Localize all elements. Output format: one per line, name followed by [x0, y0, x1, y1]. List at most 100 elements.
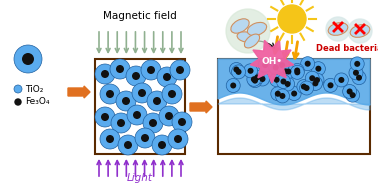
Circle shape [233, 67, 239, 73]
Circle shape [126, 66, 146, 86]
Circle shape [100, 84, 120, 104]
Circle shape [274, 77, 280, 83]
Circle shape [315, 66, 321, 72]
Polygon shape [250, 40, 294, 83]
Circle shape [247, 72, 261, 86]
Circle shape [300, 81, 314, 95]
Circle shape [252, 78, 258, 84]
Circle shape [132, 72, 140, 80]
Circle shape [285, 69, 291, 74]
Circle shape [258, 58, 272, 72]
Text: TiO₂: TiO₂ [25, 84, 43, 94]
Text: Dead bacteria: Dead bacteria [316, 44, 378, 53]
Circle shape [141, 134, 149, 142]
Circle shape [163, 73, 171, 81]
Circle shape [275, 91, 281, 97]
Circle shape [248, 74, 262, 88]
Circle shape [308, 76, 322, 90]
Circle shape [271, 87, 285, 101]
Circle shape [349, 66, 363, 80]
Circle shape [324, 78, 338, 92]
Circle shape [106, 90, 114, 98]
Circle shape [168, 90, 176, 98]
Circle shape [149, 119, 157, 127]
Circle shape [230, 83, 236, 88]
Circle shape [176, 66, 184, 74]
Text: Light: Light [127, 173, 153, 183]
Ellipse shape [237, 32, 255, 42]
Circle shape [157, 67, 177, 87]
Circle shape [260, 76, 265, 82]
Circle shape [314, 77, 320, 83]
Circle shape [127, 105, 147, 125]
Circle shape [291, 91, 297, 97]
Circle shape [280, 78, 287, 84]
Circle shape [294, 67, 300, 74]
Circle shape [243, 64, 257, 78]
Circle shape [141, 60, 161, 80]
Circle shape [178, 118, 186, 126]
Circle shape [276, 89, 290, 103]
Circle shape [294, 69, 300, 75]
Ellipse shape [231, 19, 249, 33]
Circle shape [270, 73, 284, 87]
Circle shape [135, 128, 155, 148]
Circle shape [174, 135, 182, 143]
Circle shape [279, 62, 285, 68]
Circle shape [152, 135, 172, 155]
Circle shape [14, 85, 22, 93]
Circle shape [309, 75, 315, 81]
FancyArrow shape [190, 101, 212, 113]
FancyArrow shape [68, 86, 90, 98]
Circle shape [248, 68, 254, 74]
Circle shape [226, 9, 270, 53]
Circle shape [352, 71, 366, 85]
Circle shape [172, 112, 192, 132]
Text: Fe₃O₄: Fe₃O₄ [25, 98, 50, 106]
Circle shape [310, 73, 324, 87]
Circle shape [250, 70, 264, 84]
Circle shape [256, 72, 270, 86]
Circle shape [14, 45, 42, 73]
Bar [95, 59, 185, 154]
Circle shape [124, 141, 132, 149]
Circle shape [15, 99, 21, 105]
Circle shape [117, 119, 125, 127]
Circle shape [147, 66, 155, 74]
Circle shape [290, 65, 304, 79]
Circle shape [111, 113, 131, 133]
Circle shape [106, 135, 114, 143]
Circle shape [22, 53, 34, 65]
Circle shape [226, 78, 240, 92]
Circle shape [235, 69, 242, 75]
Circle shape [232, 65, 246, 79]
Circle shape [133, 111, 141, 119]
Circle shape [327, 82, 333, 88]
Circle shape [168, 129, 188, 149]
Circle shape [158, 141, 166, 149]
Circle shape [301, 57, 314, 71]
Circle shape [305, 61, 311, 67]
Circle shape [132, 83, 152, 103]
Circle shape [138, 89, 146, 97]
Circle shape [275, 58, 289, 72]
Circle shape [348, 19, 372, 43]
Polygon shape [218, 59, 370, 105]
Circle shape [279, 93, 285, 99]
Circle shape [283, 68, 289, 74]
Ellipse shape [245, 34, 260, 48]
Text: Magnetic field: Magnetic field [103, 11, 177, 21]
Circle shape [116, 65, 124, 73]
Circle shape [279, 64, 293, 78]
Text: OH•: OH• [262, 57, 282, 66]
Circle shape [170, 60, 190, 80]
Circle shape [147, 91, 167, 111]
Circle shape [311, 62, 325, 76]
Circle shape [95, 64, 115, 84]
Circle shape [162, 84, 182, 104]
Circle shape [342, 84, 356, 98]
Circle shape [143, 113, 163, 133]
Bar [218, 59, 370, 154]
Circle shape [338, 77, 344, 83]
Circle shape [153, 97, 161, 105]
